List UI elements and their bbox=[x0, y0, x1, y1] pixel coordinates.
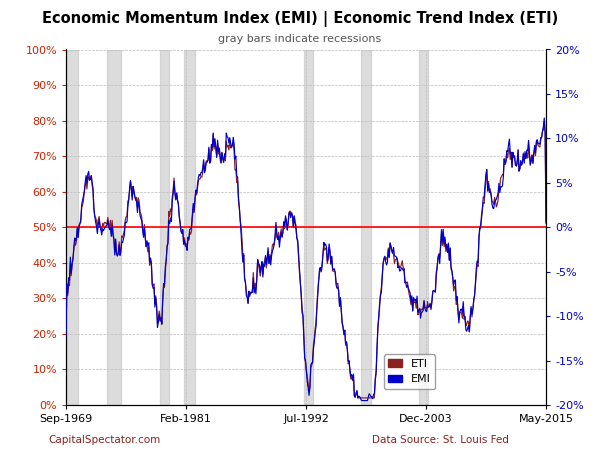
Bar bbox=[107, 50, 121, 405]
Legend: ETI, EMI: ETI, EMI bbox=[384, 354, 435, 389]
Text: CapitalSpectator.com: CapitalSpectator.com bbox=[48, 435, 160, 445]
Bar bbox=[419, 50, 428, 405]
Bar bbox=[184, 50, 194, 405]
Bar bbox=[160, 50, 169, 405]
Text: Economic Momentum Index (EMI) | Economic Trend Index (ETI): Economic Momentum Index (EMI) | Economic… bbox=[42, 11, 558, 27]
Bar bbox=[361, 50, 371, 405]
Text: Data Source: St. Louis Fed: Data Source: St. Louis Fed bbox=[372, 435, 509, 445]
Bar bbox=[66, 50, 78, 405]
Bar bbox=[304, 50, 313, 405]
Text: gray bars indicate recessions: gray bars indicate recessions bbox=[218, 34, 382, 44]
